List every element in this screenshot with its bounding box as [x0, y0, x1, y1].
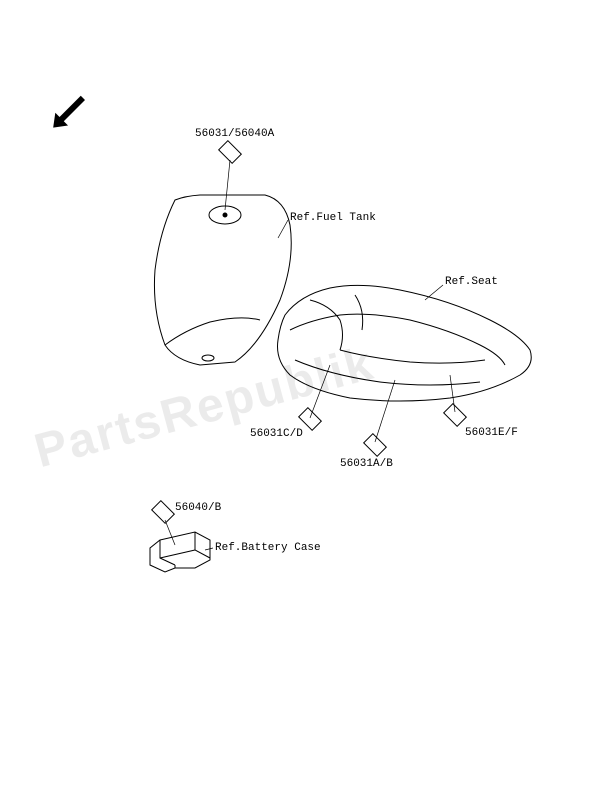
ref-label: Ref.Battery Case [215, 542, 321, 554]
fuel-tank-shape [154, 195, 291, 365]
seat-shape [278, 285, 532, 401]
diagram-svg [0, 0, 600, 785]
part-number-label: 56031/56040A [195, 128, 274, 140]
battery-case-shape [150, 532, 210, 572]
parts-diagram: PartsRepublik [0, 0, 600, 785]
part-number-label: 56031E/F [465, 427, 518, 439]
ref-label: Ref.Fuel Tank [290, 212, 376, 224]
ref-label: Ref.Seat [445, 276, 498, 288]
part-number-label: 56031C/D [250, 428, 303, 440]
part-number-label: 56040/B [175, 502, 221, 514]
part-number-label: 56031A/B [340, 458, 393, 470]
